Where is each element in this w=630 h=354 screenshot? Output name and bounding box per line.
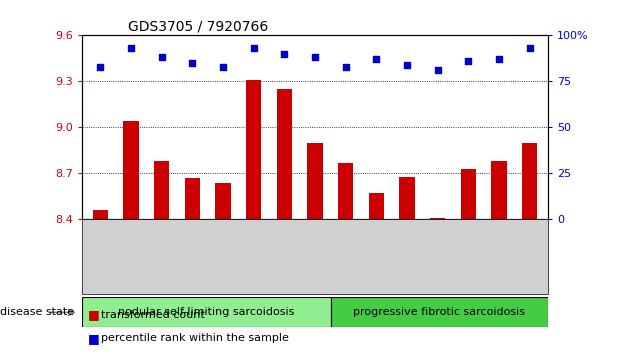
Point (218, 64, 228, 69)
Text: nodular self-limiting sarcoidosis: nodular self-limiting sarcoidosis (118, 307, 294, 318)
Point (279, 51, 289, 57)
Bar (369, 193, 384, 219)
Bar (331, 297, 548, 327)
Bar (246, 80, 261, 219)
Text: transformed count: transformed count (101, 310, 205, 320)
Bar (123, 121, 139, 219)
Text: percentile rank within the sample: percentile rank within the sample (101, 333, 289, 343)
Bar (338, 163, 353, 219)
Point (463, 58, 473, 64)
Bar (93, 210, 108, 219)
Point (525, 45, 535, 51)
Bar (399, 177, 415, 219)
Text: ■: ■ (88, 308, 100, 321)
Text: disease state: disease state (0, 307, 74, 318)
Bar (154, 161, 169, 219)
Bar (522, 143, 537, 219)
Point (310, 55, 320, 60)
Point (126, 45, 136, 51)
Point (157, 55, 167, 60)
Point (341, 64, 351, 69)
Bar (461, 169, 476, 219)
Text: progressive fibrotic sarcoidosis: progressive fibrotic sarcoidosis (353, 307, 525, 318)
Bar (430, 218, 445, 219)
Point (402, 62, 412, 68)
Point (433, 68, 443, 73)
Bar (277, 89, 292, 219)
Point (95, 64, 105, 69)
Text: ■: ■ (88, 332, 100, 344)
Text: GDS3705 / 7920766: GDS3705 / 7920766 (129, 19, 268, 34)
Point (187, 60, 197, 66)
Bar (491, 161, 507, 219)
Point (371, 57, 381, 62)
Bar (215, 183, 231, 219)
Bar (307, 143, 323, 219)
Bar (185, 178, 200, 219)
Bar (82, 297, 331, 327)
Point (494, 57, 504, 62)
Point (249, 45, 259, 51)
